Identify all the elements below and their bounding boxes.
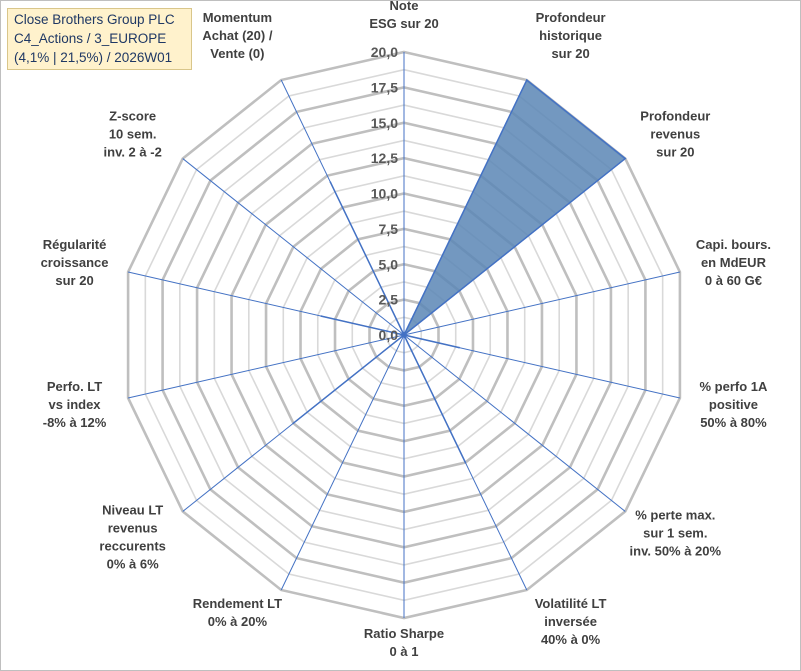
axis-label-1-line-2: ESG sur 20	[369, 16, 438, 31]
axis-label-3-line-1: Profondeur	[640, 109, 710, 124]
axis-spoke-6	[403, 334, 626, 512]
axis-label-8-line-2: 0 à 1	[390, 644, 419, 659]
axis-label-4-line-3: 0 à 60 G€	[705, 273, 762, 288]
tick-label-4: 10,0	[371, 186, 398, 202]
axis-label-3-line-3: sur 20	[656, 145, 694, 160]
tick-label-5: 12,5	[371, 150, 398, 166]
axis-label-2: Profondeur historique sur 20	[536, 10, 606, 61]
axis-label-5-line-2: positive	[709, 397, 758, 412]
axis-label-14-line-1: Momentum	[203, 10, 272, 25]
axis-label-13: Z-score 10 sem. inv. 2 à -2	[104, 109, 162, 160]
chart-title-line-3: (4,1% | 21,5%) / 2026W01	[14, 50, 173, 65]
axis-label-5-line-1: % perfo 1A	[700, 379, 769, 394]
axis-label-7: Volatilité LT inversée 40% à 0%	[535, 596, 607, 647]
axis-label-13-line-3: inv. 2 à -2	[104, 145, 162, 160]
axis-spoke-9	[280, 334, 405, 591]
axis-label-10-line-2: revenus	[108, 520, 158, 535]
tick-label-8: 20,0	[371, 44, 398, 60]
axis-label-14-line-2: Achat (20) /	[202, 28, 272, 43]
tick-label-6: 15,0	[371, 115, 398, 131]
axis-label-7-line-1: Volatilité LT	[535, 596, 607, 611]
axis-label-11-line-3: -8% à 12%	[43, 415, 107, 430]
axis-label-6: % perte max. sur 1 sem. inv. 50% à 20%	[630, 507, 722, 558]
axis-spoke-4	[403, 271, 681, 336]
axis-label-7-line-3: 40% à 0%	[541, 632, 601, 647]
tick-label-0: 0,0	[379, 327, 399, 343]
data-point-2	[525, 79, 528, 81]
axis-label-6-line-3: inv. 50% à 20%	[630, 543, 722, 558]
axis-label-12-line-3: sur 20	[55, 273, 93, 288]
axis-label-2-line-3: sur 20	[551, 46, 589, 61]
data-point-7	[464, 461, 467, 464]
axis-spoke-11	[127, 334, 405, 399]
axis-label-12-line-2: croissance	[41, 255, 109, 270]
data-point-14	[329, 181, 332, 183]
axis-label-5: % perfo 1A positive 50% à 80%	[700, 379, 769, 430]
axis-label-10-line-4: 0% à 6%	[107, 556, 159, 571]
series-area-1	[292, 78, 627, 463]
tick-label-7: 17,5	[371, 79, 398, 95]
chart-title-line-1: Close Brothers Group PLC	[14, 12, 175, 27]
axis-label-4-line-1: Capi. bours.	[696, 237, 771, 252]
tick-label-2: 5,0	[379, 256, 399, 272]
axis-label-14: Momentum Achat (20) / Vente (0)	[202, 10, 272, 61]
data-point-5	[458, 346, 460, 349]
data-point-13	[403, 334, 405, 336]
axis-label-2-line-1: Profondeur	[536, 10, 606, 25]
chart-title-line-2: C4_Actions / 3_EUROPE	[14, 31, 167, 46]
tick-label-1: 2,5	[379, 292, 399, 308]
axis-label-1-line-1: Note	[390, 0, 419, 13]
axis-label-9-line-1: Rendement LT	[193, 596, 282, 611]
axis-label-1: Note ESG sur 20	[369, 0, 438, 31]
axis-label-14-line-3: Vente (0)	[210, 46, 264, 61]
axis-label-10-line-3: reccurents	[99, 538, 165, 553]
tick-label-3: 7,5	[379, 221, 399, 237]
axis-label-13-line-1: Z-score	[109, 109, 156, 124]
axis-label-12: Régularité croissance sur 20	[41, 237, 109, 288]
axis-label-12-line-1: Régularité	[43, 237, 107, 252]
axis-label-2-line-2: historique	[539, 28, 602, 43]
axis-label-11-line-1: Perfo. LT	[47, 379, 102, 394]
axis-label-6-line-1: % perte max.	[635, 507, 715, 522]
data-point-3	[624, 157, 627, 160]
axis-label-10-line-1: Niveau LT	[102, 502, 163, 517]
axis-label-6-line-2: sur 1 sem.	[643, 525, 707, 540]
axis-label-9: Rendement LT 0% à 20%	[193, 596, 282, 629]
axis-label-10: Niveau LT revenus reccurents 0% à 6%	[99, 502, 165, 571]
axis-label-3-line-2: revenus	[650, 127, 700, 142]
axis-label-8: Ratio Sharpe 0 à 1	[364, 626, 444, 659]
data-point-10	[292, 422, 295, 425]
chart-title-box: Close Brothers Group PLC C4_Actions / 3_…	[7, 8, 192, 70]
axis-label-5-line-3: 50% à 80%	[700, 415, 767, 430]
axis-label-9-line-2: 0% à 20%	[208, 614, 268, 629]
axis-label-7-line-2: inversée	[544, 614, 597, 629]
axis-label-11-line-2: vs index	[49, 397, 102, 412]
axis-label-4-line-2: en MdEUR	[701, 255, 767, 270]
axis-label-3: Profondeur revenus sur 20	[640, 109, 710, 160]
axis-label-13-line-2: 10 sem.	[109, 127, 157, 142]
axis-label-8-line-1: Ratio Sharpe	[364, 626, 444, 641]
axis-label-4: Capi. bours. en MdEUR 0 à 60 G€	[696, 237, 771, 288]
axis-label-11: Perfo. LT vs index -8% à 12%	[43, 379, 107, 430]
data-point-12	[320, 315, 323, 317]
axis-spoke-13	[182, 158, 405, 336]
